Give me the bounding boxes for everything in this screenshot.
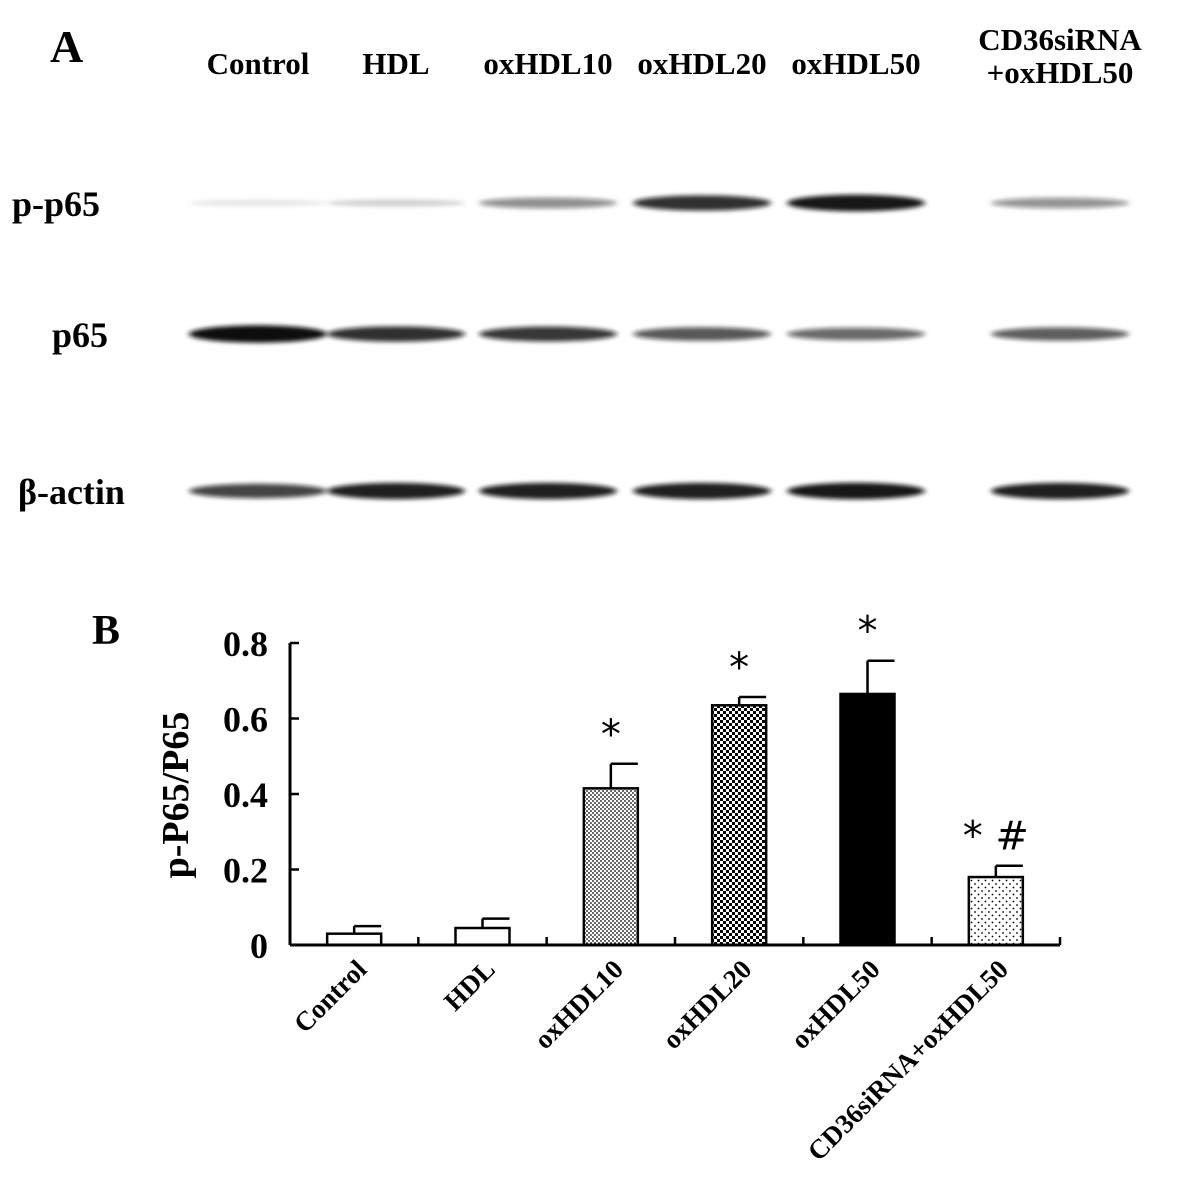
blot-band [189,483,327,499]
panel-b-bar-chart: B p-P65/P65 * * * * # 0 0.2 0.4 0.6 0.8 Control… [92,608,1062,1167]
blot-row-label: β-actin [18,472,125,512]
blot-band [991,482,1129,500]
blot-row-label: p-p65 [12,184,100,224]
axes [288,643,1062,947]
blot-bands [189,194,1129,500]
bar [582,787,640,947]
bar [967,875,1025,947]
lane-label: +oxHDL50 [987,55,1134,90]
lane-label: oxHDL50 [791,46,920,81]
lane-label: Control [207,46,310,81]
lane-label: CD36siRNA [978,22,1142,57]
blot-band [787,194,925,212]
y-tick-label: 0.2 [223,851,268,891]
y-tick-label: 0 [250,926,268,966]
panel-a-western-blot: A Control HDL oxHDL10 oxHDL20 oxHDL50 CD36siR… [12,21,1142,512]
lane-labels: Control HDL oxHDL10 oxHDL20 oxHDL50 CD36siRNA… [207,22,1143,90]
blot-band [633,195,771,211]
blot-band [787,327,925,341]
blot-band [991,327,1129,341]
lane-label: oxHDL10 [483,46,612,81]
panel-b-label: B [92,608,120,654]
blot-band [189,199,327,207]
blot-band [327,326,465,342]
significance-marker: * [729,645,749,691]
blot-band [479,326,617,342]
bar [839,692,896,947]
blot-band [479,482,617,500]
x-tick-label: oxHDL10 [528,954,629,1055]
significance-marker: * [858,609,878,655]
panel-a-label: A [50,21,83,72]
significance-marker: * [601,712,621,758]
blot-row-labels: p-p65 p65 β-actin [12,184,125,512]
blot-band [189,325,327,343]
y-tick-label: 0.8 [223,624,268,664]
y-ticks: 0 0.2 0.4 0.6 0.8 [223,624,299,966]
blot-band [787,482,925,500]
blot-band [633,327,771,341]
y-axis-label: p-P65/P65 [155,712,197,879]
y-tick-label: 0.6 [223,700,268,740]
bars: * * * * # [325,609,1029,947]
blot-band [991,197,1129,209]
blot-band [633,482,771,500]
lane-label: HDL [362,46,429,81]
bar [710,704,768,947]
blot-row-label: p65 [52,315,108,355]
blot-band [479,197,617,209]
y-tick-label: 0.4 [223,775,268,815]
blot-band [327,199,465,207]
bar [454,926,511,947]
significance-marker: * # [963,814,1029,860]
x-tick-label: HDL [438,954,501,1017]
lane-label: oxHDL20 [637,46,766,81]
x-tick-labels: Control HDL oxHDL10 oxHDL20 oxHDL50CD36siRNA… [288,954,1014,1167]
blot-band [327,482,465,500]
x-tick-label: oxHDL20 [657,954,758,1055]
x-tick-label: Control [288,954,373,1039]
x-tick-label: oxHDL50 [785,954,886,1055]
bar [325,932,383,947]
